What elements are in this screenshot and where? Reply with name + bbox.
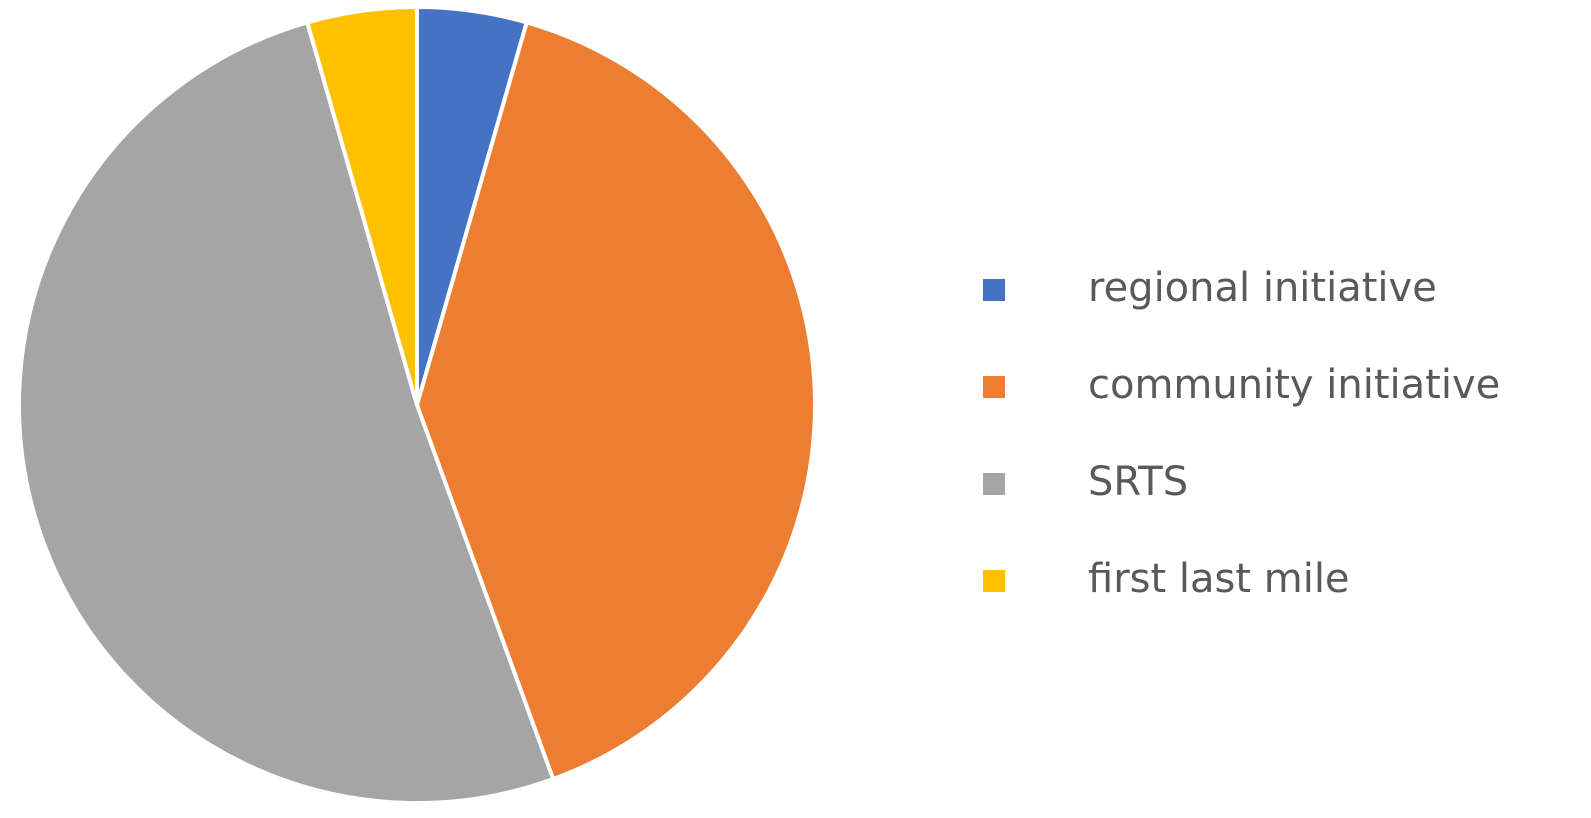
legend-swatch (983, 570, 1005, 592)
legend-label: regional initiative (1088, 265, 1437, 311)
legend-label: first last mile (1088, 556, 1350, 602)
legend-swatch (983, 473, 1005, 495)
legend-label: SRTS (1088, 459, 1188, 505)
legend-swatch (983, 376, 1005, 398)
pie-slice (305, 5, 419, 407)
legend-swatch (983, 279, 1005, 301)
pie-slice (415, 20, 817, 781)
pie-slice (17, 20, 556, 805)
legend-label: community initiative (1088, 362, 1500, 408)
